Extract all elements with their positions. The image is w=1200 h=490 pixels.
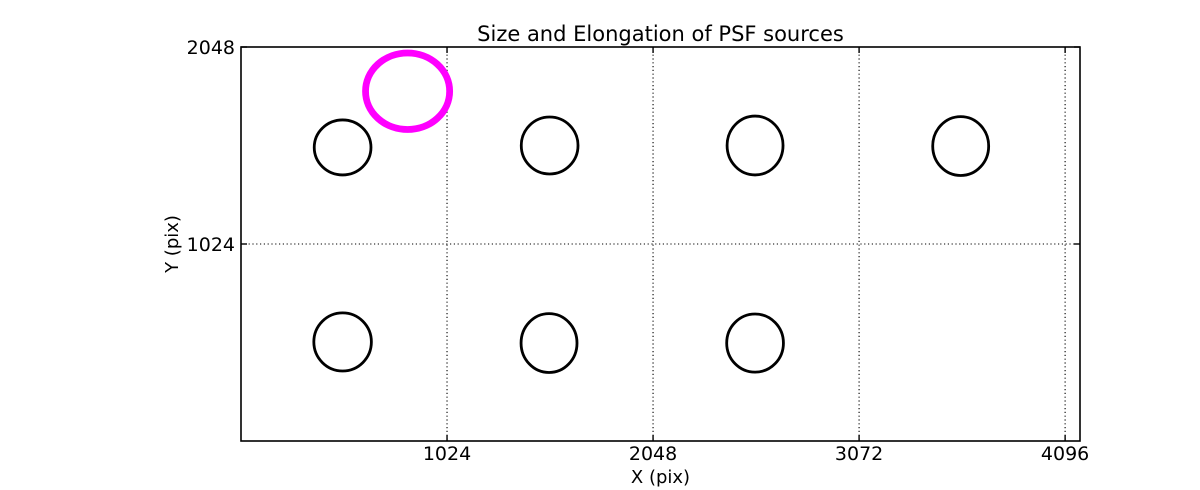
chart-title: Size and Elongation of PSF sources	[477, 22, 844, 46]
plot-frame	[240, 46, 1081, 442]
y-tick-label: 1024	[187, 234, 235, 256]
x-axis-label: X (pix)	[631, 467, 690, 488]
psf-ellipse	[312, 118, 373, 177]
psf-ellipse	[725, 114, 785, 177]
psf-ellipse-highlight	[362, 49, 454, 133]
y-axis-label: Y (pix)	[162, 215, 183, 274]
x-tick-label: 3072	[835, 443, 883, 465]
x-tick-label: 4096	[1041, 443, 1089, 465]
psf-ellipse	[519, 115, 580, 176]
x-tick-label: 2048	[629, 443, 677, 465]
psf-ellipse	[725, 312, 785, 374]
psf-ellipse	[931, 115, 991, 177]
y-tick-label: 2048	[187, 37, 235, 59]
psf-ellipse	[312, 311, 373, 373]
x-tick-label: 1024	[423, 443, 471, 465]
psf-ellipse	[519, 312, 579, 374]
